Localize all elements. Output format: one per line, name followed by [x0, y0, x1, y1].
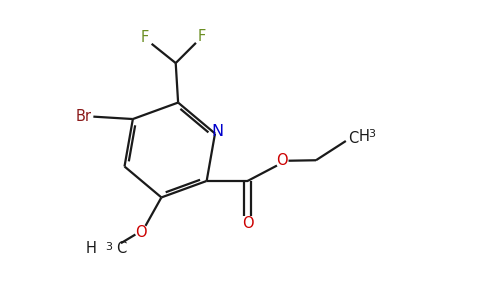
Text: C: C: [116, 242, 126, 256]
Text: H: H: [359, 129, 370, 144]
Text: 3: 3: [368, 129, 376, 139]
Text: F: F: [141, 30, 149, 45]
Text: H: H: [86, 242, 97, 256]
Text: N: N: [212, 124, 224, 139]
Text: F: F: [197, 28, 206, 44]
Text: O: O: [242, 216, 254, 231]
Text: O: O: [276, 153, 288, 168]
Text: Br: Br: [76, 109, 92, 124]
Text: O: O: [136, 225, 147, 240]
Text: C: C: [348, 131, 359, 146]
Text: 3: 3: [105, 242, 112, 252]
